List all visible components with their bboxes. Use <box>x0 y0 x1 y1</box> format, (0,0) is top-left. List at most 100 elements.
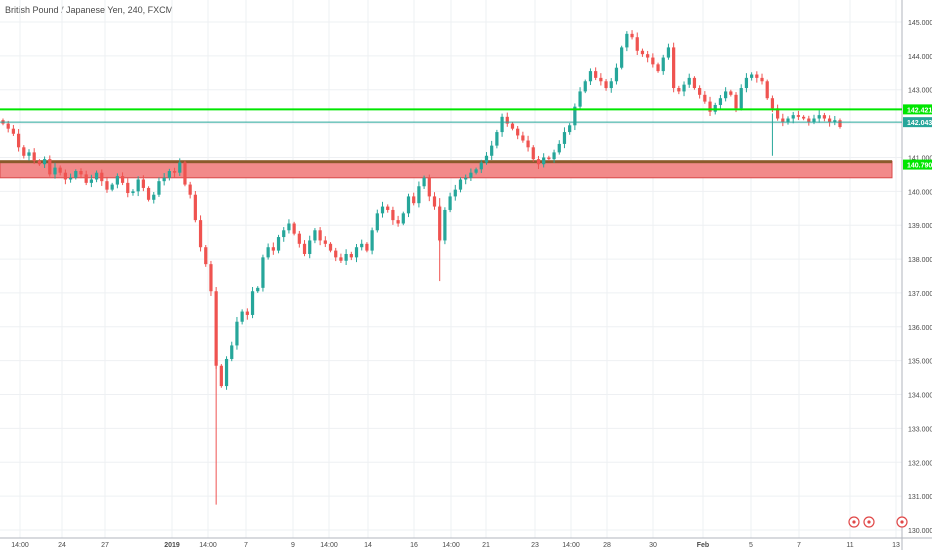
candle-body[interactable] <box>214 291 218 366</box>
candle-body[interactable] <box>79 171 83 175</box>
candle-body[interactable] <box>48 159 52 175</box>
candle-body[interactable] <box>302 243 307 254</box>
candle-body[interactable] <box>505 116 509 124</box>
candle-body[interactable] <box>386 206 390 210</box>
candle-body[interactable] <box>172 171 177 173</box>
candle-body[interactable] <box>599 77 603 82</box>
candle-body[interactable] <box>11 128 16 134</box>
candle-body[interactable] <box>396 220 400 224</box>
candle-body[interactable] <box>297 233 301 244</box>
candle-body[interactable] <box>656 64 660 72</box>
candle-body[interactable] <box>531 147 535 160</box>
candle-body[interactable] <box>734 94 738 109</box>
candle-body[interactable] <box>422 177 426 187</box>
candle-body[interactable] <box>16 133 21 148</box>
candle-body[interactable] <box>760 77 764 82</box>
candle-body[interactable] <box>791 115 795 119</box>
candle-body[interactable] <box>568 125 572 133</box>
candle-body[interactable] <box>765 81 769 99</box>
candle-body[interactable] <box>74 171 78 178</box>
candle-body[interactable] <box>198 220 203 248</box>
candle-body[interactable] <box>375 213 379 231</box>
candle-body[interactable] <box>812 118 816 122</box>
candle-body[interactable] <box>770 98 775 109</box>
candle-body[interactable] <box>224 358 229 387</box>
candle-body[interactable] <box>209 264 213 292</box>
candle-body[interactable] <box>235 321 239 346</box>
candle-body[interactable] <box>266 247 270 258</box>
candle-body[interactable] <box>490 145 494 156</box>
candle-body[interactable] <box>188 184 192 195</box>
candle-body[interactable] <box>594 71 598 78</box>
candle-body[interactable] <box>360 243 364 248</box>
candle-body[interactable] <box>84 174 88 183</box>
candle-body[interactable] <box>240 311 244 322</box>
candle-body[interactable] <box>157 181 161 195</box>
candle-body[interactable] <box>484 155 489 163</box>
candle-body[interactable] <box>115 176 119 185</box>
candle-body[interactable] <box>349 253 353 258</box>
candle-body[interactable] <box>22 147 26 156</box>
candle-body[interactable] <box>370 230 374 251</box>
candle-body[interactable] <box>354 247 359 258</box>
candle-body[interactable] <box>646 54 650 58</box>
candle-body[interactable] <box>120 176 125 183</box>
candle-body[interactable] <box>6 123 10 129</box>
candle-body[interactable] <box>750 74 754 78</box>
candle-body[interactable] <box>401 213 405 224</box>
candle-body[interactable] <box>479 162 483 170</box>
candle-body[interactable] <box>781 118 785 122</box>
candle-body[interactable] <box>230 345 234 359</box>
candle-body[interactable] <box>547 157 551 160</box>
candle-body[interactable] <box>677 88 681 92</box>
candle-body[interactable] <box>193 194 197 221</box>
candle-body[interactable] <box>776 108 780 119</box>
candle-body[interactable] <box>256 287 260 292</box>
candle-body[interactable] <box>469 172 473 178</box>
candle-body[interactable] <box>521 135 525 141</box>
candle-body[interactable] <box>801 116 806 119</box>
candle-body[interactable] <box>427 177 431 197</box>
candle-body[interactable] <box>526 140 530 148</box>
candle-body[interactable] <box>583 81 587 92</box>
candle-body[interactable] <box>557 143 561 153</box>
candle-body[interactable] <box>604 81 608 89</box>
candle-body[interactable] <box>328 243 333 251</box>
candle-body[interactable] <box>406 196 411 214</box>
candle-body[interactable] <box>724 91 728 99</box>
candle-body[interactable] <box>588 71 593 82</box>
candle-body[interactable] <box>344 253 348 261</box>
candle-body[interactable] <box>183 162 187 185</box>
candle-body[interactable] <box>105 181 109 190</box>
candle-body[interactable] <box>261 257 265 288</box>
candle-body[interactable] <box>786 118 790 122</box>
candle-body[interactable] <box>562 132 567 144</box>
candle-body[interactable] <box>827 118 832 122</box>
candle-body[interactable] <box>630 33 634 38</box>
candle-body[interactable] <box>282 230 286 238</box>
candle-body[interactable] <box>807 118 811 122</box>
candle-body[interactable] <box>167 171 171 178</box>
candle-body[interactable] <box>162 177 166 182</box>
candle-body[interactable] <box>27 152 31 156</box>
candle-body[interactable] <box>672 47 676 89</box>
candle-body[interactable] <box>744 77 749 89</box>
candle-body[interactable] <box>412 196 416 204</box>
candle-body[interactable] <box>126 182 130 194</box>
candle-body[interactable] <box>100 172 104 182</box>
candle-body[interactable] <box>500 116 504 133</box>
candle-body[interactable] <box>692 77 697 89</box>
candle-body[interactable] <box>833 120 837 122</box>
candle-body[interactable] <box>578 91 582 107</box>
candle-body[interactable] <box>838 120 842 127</box>
candle-body[interactable] <box>510 123 515 129</box>
candle-body[interactable] <box>718 98 723 105</box>
candle-body[interactable] <box>453 189 457 197</box>
candle-body[interactable] <box>609 81 613 89</box>
candle-body[interactable] <box>146 187 151 200</box>
candle-body[interactable] <box>250 291 255 315</box>
candle-body[interactable] <box>464 177 468 180</box>
candle-body[interactable] <box>89 179 93 183</box>
candle-body[interactable] <box>640 50 645 55</box>
